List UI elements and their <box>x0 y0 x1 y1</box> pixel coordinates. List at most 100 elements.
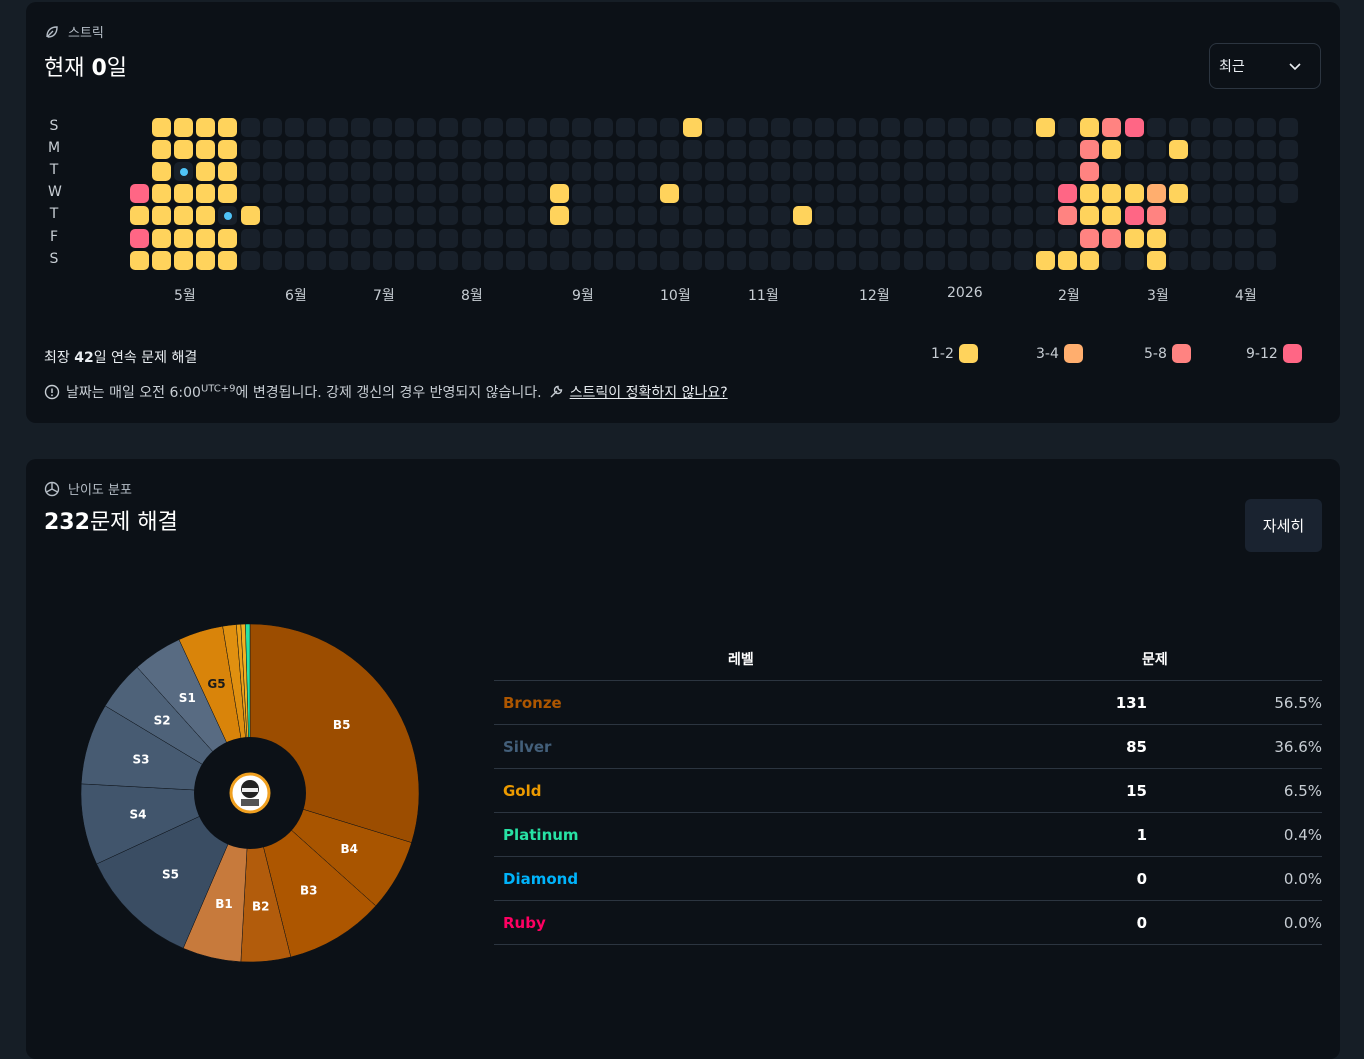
streak-day-cell[interactable] <box>1190 184 1210 204</box>
streak-day-cell[interactable] <box>704 250 724 270</box>
streak-day-cell[interactable] <box>1102 184 1122 204</box>
streak-day-cell[interactable] <box>1257 184 1277 204</box>
streak-day-cell[interactable] <box>218 228 238 248</box>
streak-day-cell[interactable] <box>638 206 658 226</box>
streak-day-cell[interactable] <box>527 250 547 270</box>
streak-day-cell[interactable] <box>152 228 172 248</box>
streak-day-cell[interactable] <box>748 118 768 137</box>
streak-day-cell[interactable] <box>1190 250 1210 270</box>
streak-day-cell[interactable] <box>1235 184 1254 204</box>
streak-day-cell[interactable] <box>395 228 415 248</box>
streak-day-cell[interactable] <box>572 118 591 137</box>
streak-day-cell[interactable] <box>793 184 812 204</box>
streak-day-cell[interactable] <box>218 118 238 137</box>
streak-day-cell[interactable] <box>837 250 857 270</box>
streak-day-cell[interactable] <box>859 250 879 270</box>
streak-day-cell[interactable] <box>770 118 790 137</box>
streak-day-cell[interactable] <box>196 162 216 182</box>
streak-day-cell[interactable] <box>682 206 702 226</box>
streak-day-cell[interactable] <box>925 184 945 204</box>
streak-day-cell[interactable] <box>1146 250 1166 270</box>
streak-day-cell[interactable] <box>616 140 636 160</box>
streak-day-cell[interactable] <box>1014 184 1033 204</box>
streak-day-cell[interactable] <box>439 162 459 182</box>
streak-day-cell[interactable] <box>859 184 879 204</box>
streak-day-cell[interactable] <box>505 118 525 137</box>
streak-day-cell[interactable] <box>726 250 746 270</box>
streak-day-cell[interactable] <box>881 162 901 182</box>
streak-day-cell[interactable] <box>240 184 260 204</box>
streak-day-cell[interactable] <box>505 140 525 160</box>
streak-day-cell[interactable] <box>969 228 989 248</box>
streak-day-cell[interactable] <box>505 206 525 226</box>
streak-day-cell[interactable] <box>991 140 1011 160</box>
streak-day-cell[interactable] <box>1257 228 1277 248</box>
streak-day-cell[interactable] <box>1124 228 1144 248</box>
streak-day-cell[interactable] <box>660 140 680 160</box>
streak-day-cell[interactable] <box>527 118 547 137</box>
streak-day-cell[interactable] <box>1102 228 1122 248</box>
streak-day-cell[interactable] <box>483 184 503 204</box>
streak-day-cell[interactable] <box>660 228 680 248</box>
streak-day-cell[interactable] <box>616 250 636 270</box>
streak-day-cell[interactable] <box>660 162 680 182</box>
streak-day-cell[interactable] <box>284 140 304 160</box>
streak-inaccurate-link[interactable]: 스트릭이 정확하지 않나요? <box>569 385 728 401</box>
streak-day-cell[interactable] <box>793 162 812 182</box>
streak-day-cell[interactable] <box>306 162 326 182</box>
streak-day-cell[interactable] <box>837 228 857 248</box>
streak-day-cell[interactable] <box>483 118 503 137</box>
streak-day-cell[interactable] <box>417 140 437 160</box>
streak-day-cell[interactable] <box>770 228 790 248</box>
streak-day-cell[interactable] <box>572 250 591 270</box>
streak-day-cell[interactable] <box>284 206 304 226</box>
streak-day-cell[interactable] <box>483 140 503 160</box>
streak-day-cell[interactable] <box>793 140 812 160</box>
streak-day-cell[interactable] <box>1212 140 1232 160</box>
streak-day-cell[interactable] <box>240 118 260 137</box>
streak-day-cell[interactable] <box>1168 162 1188 182</box>
streak-day-cell[interactable] <box>726 206 746 226</box>
streak-day-cell[interactable] <box>306 118 326 137</box>
streak-day-cell[interactable] <box>174 184 194 204</box>
streak-day-cell[interactable] <box>1080 118 1100 137</box>
streak-day-cell[interactable] <box>616 118 636 137</box>
streak-day-cell[interactable] <box>1146 140 1166 160</box>
streak-day-cell[interactable] <box>1190 206 1210 226</box>
streak-day-cell[interactable] <box>859 228 879 248</box>
streak-day-cell[interactable] <box>240 228 260 248</box>
streak-day-cell[interactable] <box>903 206 923 226</box>
streak-day-cell[interactable] <box>196 118 216 137</box>
streak-day-cell[interactable] <box>417 228 437 248</box>
streak-day-cell[interactable] <box>439 228 459 248</box>
streak-day-cell[interactable] <box>1190 228 1210 248</box>
streak-day-cell[interactable] <box>969 206 989 226</box>
streak-day-cell[interactable] <box>284 118 304 137</box>
streak-day-cell[interactable] <box>351 118 370 137</box>
streak-day-cell[interactable] <box>1036 140 1056 160</box>
streak-day-cell[interactable] <box>815 206 835 226</box>
streak-day-cell[interactable] <box>638 228 658 248</box>
streak-day-cell[interactable] <box>1279 140 1299 160</box>
streak-day-cell[interactable] <box>638 118 658 137</box>
streak-day-cell[interactable] <box>395 162 415 182</box>
streak-day-cell[interactable] <box>925 118 945 137</box>
column-header-level[interactable]: 레벨 <box>728 652 754 668</box>
streak-day-cell[interactable] <box>1190 162 1210 182</box>
streak-day-cell[interactable] <box>837 118 857 137</box>
streak-day-cell[interactable] <box>903 118 923 137</box>
streak-day-cell[interactable] <box>815 228 835 248</box>
streak-day-cell[interactable] <box>726 184 746 204</box>
streak-day-cell[interactable] <box>1058 184 1078 204</box>
streak-day-cell[interactable] <box>638 140 658 160</box>
streak-day-cell[interactable] <box>483 206 503 226</box>
streak-day-cell[interactable] <box>1124 184 1144 204</box>
streak-day-cell[interactable] <box>1279 118 1299 137</box>
streak-day-cell[interactable] <box>483 162 503 182</box>
streak-day-cell[interactable] <box>549 162 569 182</box>
streak-day-cell[interactable] <box>240 140 260 160</box>
streak-day-cell[interactable] <box>616 184 636 204</box>
streak-day-cell[interactable] <box>572 206 591 226</box>
streak-day-cell[interactable] <box>549 118 569 137</box>
streak-day-cell[interactable] <box>417 118 437 137</box>
